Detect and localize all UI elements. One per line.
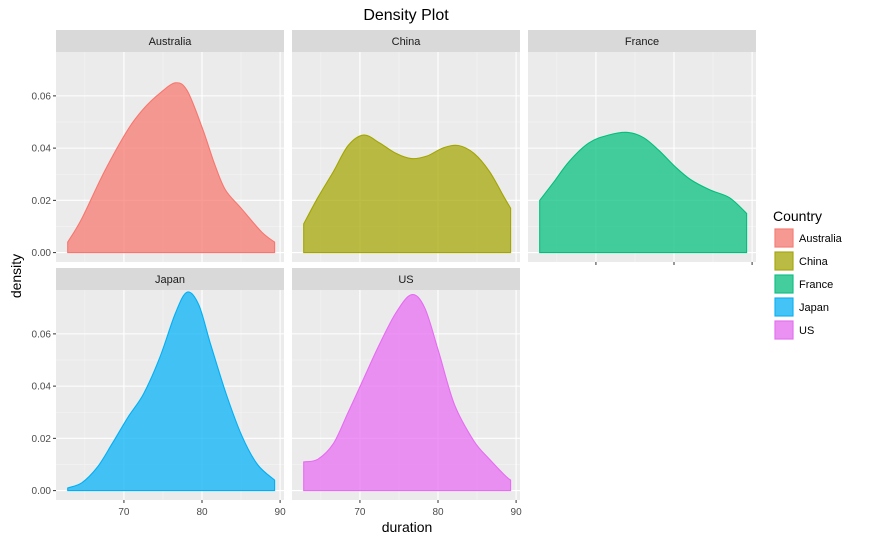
y-tick-label: 0.04 [32,382,52,393]
legend-swatch-japan [774,297,794,317]
legend-label-australia: Australia [799,233,843,245]
chart-title: Density Plot [363,7,449,24]
y-tick-label: 0.02 [32,434,52,445]
density-area-australia [67,82,276,254]
legend-label-us: US [799,325,814,337]
strip-japan [56,268,284,290]
panel-japan: Japan 0.00 0.02 0.04 0.06 70 80 90 [32,268,287,518]
strip-label-australia: Australia [149,36,193,48]
legend-label-china: China [799,256,829,268]
legend-title: Country [773,208,822,224]
y-axis-title: density [8,254,24,298]
y-tick-label: 0.00 [32,248,52,259]
facet-panels: Australia 0.00 0.02 0.04 0.06 China France Japa… [32,30,756,518]
x-tick-label: 80 [196,507,208,518]
x-tick-label: 80 [432,507,444,518]
panel-us: US 70 80 90 [292,268,522,518]
legend: Country Australia China France Japan US [773,208,843,340]
legend-swatch-france [774,274,794,294]
y-tick-label: 0.06 [32,329,52,340]
strip-china [292,30,520,52]
x-tick-label: 90 [275,507,287,518]
density-area-japan [67,291,276,492]
panel-china: China [292,30,520,262]
legend-label-japan: Japan [799,302,829,314]
strip-us [292,268,520,290]
strip-france [528,30,756,52]
legend-swatch-us [774,320,794,340]
x-axis-title: duration [382,519,433,535]
y-tick-label: 0.04 [32,144,52,155]
strip-label-japan: Japan [155,274,185,286]
y-tick-label: 0.06 [32,91,52,102]
legend-label-france: France [799,279,833,291]
x-tick-label: 70 [118,507,130,518]
density-area-france [539,131,748,254]
strip-australia [56,30,284,52]
density-area-china [303,134,512,254]
x-tick-label: 70 [354,507,366,518]
y-tick-label: 0.02 [32,196,52,207]
strip-label-us: US [398,274,413,286]
panel-france: France [528,30,756,265]
x-tick-label: 90 [511,507,523,518]
strip-label-china: China [392,36,422,48]
legend-swatch-china [774,251,794,271]
panel-australia: Australia 0.00 0.02 0.04 0.06 [32,30,284,262]
legend-swatch-australia [774,228,794,248]
strip-label-france: France [625,36,659,48]
density-area-us [303,294,512,492]
y-tick-label: 0.00 [32,486,52,497]
